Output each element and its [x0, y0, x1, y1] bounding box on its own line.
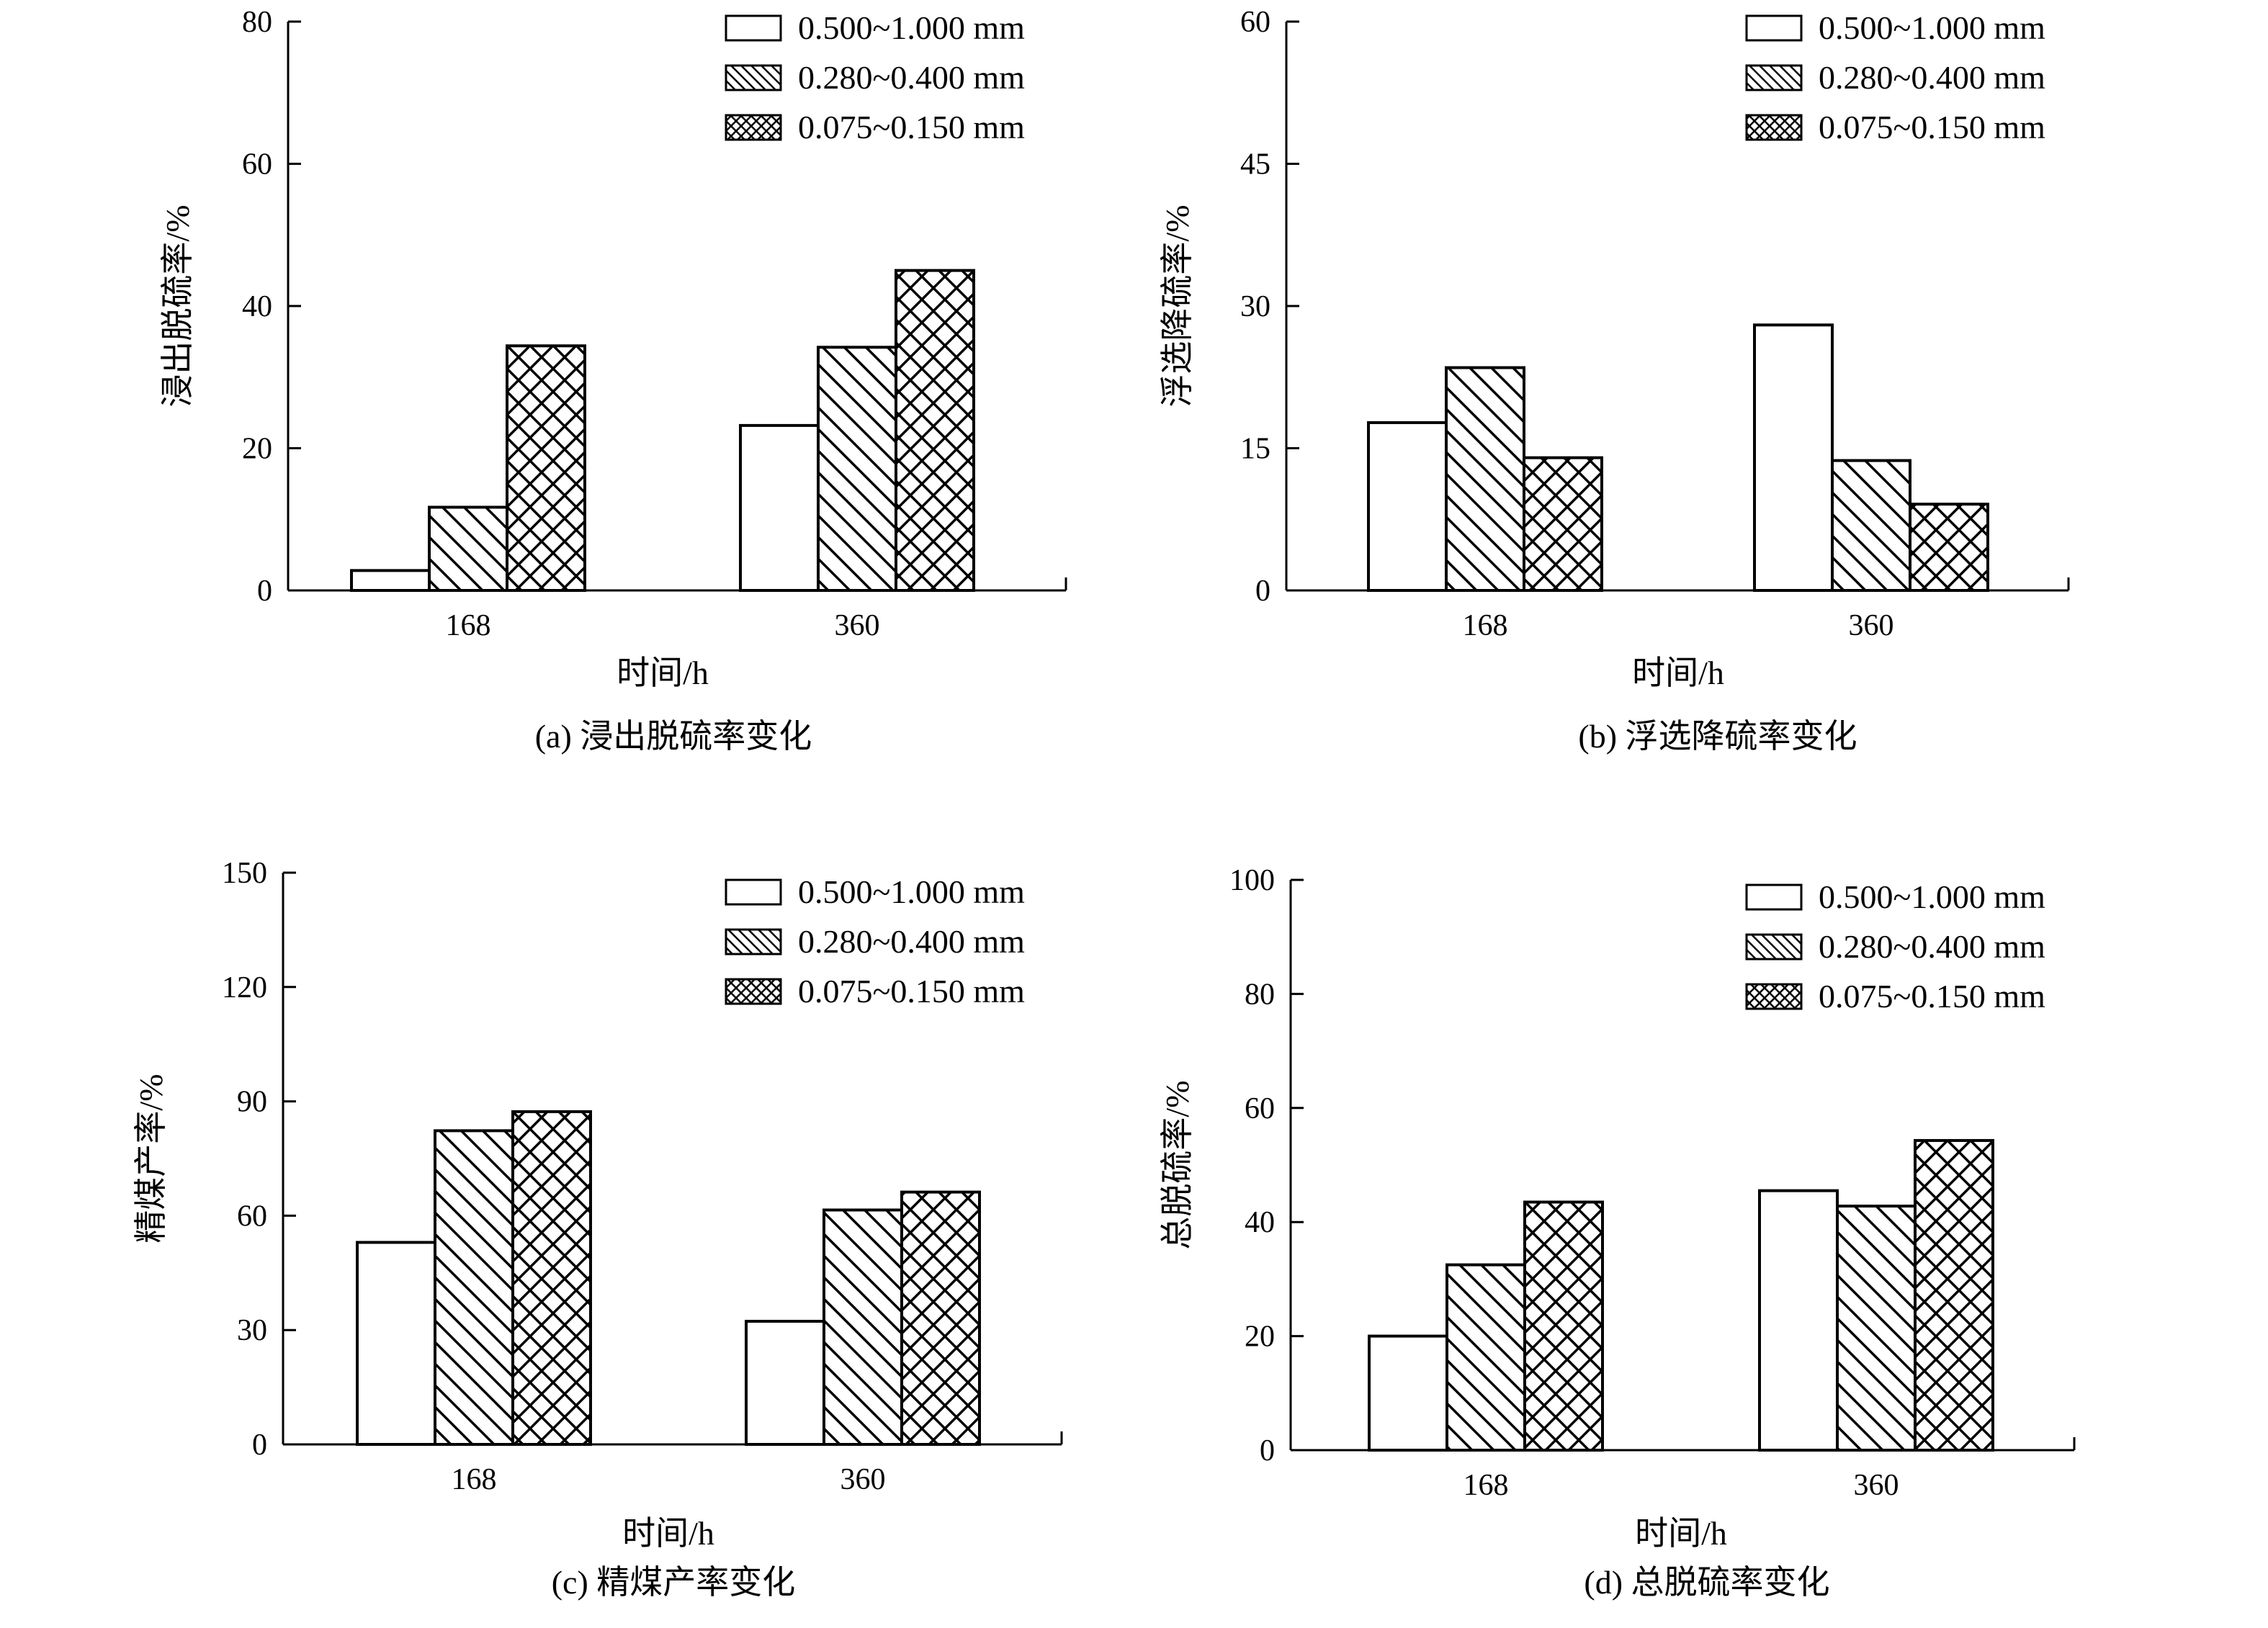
legend: 0.500~1.000 mm 0.280~0.400 mm 0.075~0.150 … — [725, 873, 1025, 1009]
y-tick-label: 30 — [1240, 290, 1270, 323]
caption-d: (d) 总脱硫率变化 — [1584, 1564, 1829, 1601]
y-tick-label: 120 — [222, 971, 267, 1004]
legend-label-2: 0.280~0.400 mm — [1819, 928, 2045, 965]
bar-a-360-series2 — [817, 346, 897, 592]
legend-swatch-2 — [1745, 933, 1803, 961]
y-tick-label: 100 — [1229, 864, 1275, 897]
x-tick-label: 168 — [446, 609, 491, 642]
x-tick-label: 360 — [841, 1463, 886, 1496]
legend-swatch-1 — [1745, 14, 1803, 42]
legend-swatch-3 — [725, 114, 782, 141]
x-tick-label: 360 — [1849, 609, 1894, 642]
y-tick-label: 45 — [1240, 148, 1270, 181]
chart-panel-a: 0 20 40 60 80 168 360 时间/h 浸出脱硫率/% 0.500~1.000 mm… — [159, 6, 1067, 755]
legend-label-2: 0.280~0.400 mm — [798, 59, 1025, 96]
legend-swatch-2 — [725, 64, 782, 91]
y-tick-label: 80 — [1245, 978, 1275, 1011]
y-axis-title: 总脱硫率/% — [1159, 1080, 1196, 1249]
y-tick-label: 15 — [1240, 433, 1270, 466]
legend-label-3: 0.075~0.150 mm — [798, 973, 1025, 1009]
bar-c-360-series2 — [823, 1208, 903, 1446]
legend-label-1: 0.500~1.000 mm — [1819, 878, 2045, 915]
x-axis-title: 时间/h — [622, 1515, 714, 1552]
y-tick-label: 40 — [242, 290, 272, 323]
y-tick-label: 40 — [1245, 1206, 1275, 1239]
bar-d-168-series2 — [1445, 1263, 1526, 1452]
chart-panel-d: 0 20 40 60 80 100 168 360 时间/h 总脱硫率/% 0.500~1.000 … — [1159, 864, 2076, 1601]
legend-swatch-3 — [1745, 114, 1803, 141]
legend-label-1: 0.500~1.000 mm — [798, 9, 1025, 46]
x-tick-label: 168 — [452, 1463, 497, 1496]
x-axis-title: 时间/h — [1632, 655, 1724, 691]
chart-panel-c: 0 30 60 90 120 150 168 360 时间/h 精煤产率/% 0.500~1.000… — [133, 857, 1063, 1601]
legend-label-2: 0.280~0.400 mm — [798, 923, 1025, 960]
bar-d-360-series1 — [1758, 1189, 1839, 1452]
legend-label-3: 0.075~0.150 mm — [1819, 109, 2045, 145]
bar-b-168-series3 — [1523, 456, 1603, 593]
legend-swatch-3 — [725, 978, 782, 1005]
legend: 0.500~1.000 mm 0.280~0.400 mm 0.075~0.150 … — [1745, 878, 2045, 1015]
legend-swatch-1 — [1745, 883, 1803, 911]
bar-a-168-series1 — [350, 569, 431, 592]
x-tick-label: 360 — [1854, 1469, 1899, 1502]
y-axis-title: 浮选降硫率/% — [1159, 204, 1196, 407]
bar-d-168-series1 — [1368, 1334, 1448, 1452]
y-tick-label: 60 — [1240, 6, 1270, 39]
y-tick-label: 90 — [237, 1086, 267, 1119]
y-tick-label: 0 — [1255, 575, 1270, 608]
bar-c-168-series3 — [511, 1110, 592, 1446]
chart-panel-b: 0 15 30 45 60 168 360 时间/h 浮选降硫率/% 0.500~1.000 mm… — [1159, 6, 2070, 755]
bar-d-168-series3 — [1523, 1200, 1604, 1452]
legend-label-1: 0.500~1.000 mm — [798, 873, 1025, 910]
bar-b-360-series1 — [1753, 323, 1834, 592]
legend-swatch-1 — [725, 14, 782, 42]
bar-a-168-series2 — [428, 505, 508, 593]
y-tick-label: 0 — [257, 575, 272, 608]
legend: 0.500~1.000 mm 0.280~0.400 mm 0.075~0.150 … — [725, 9, 1025, 145]
bar-a-360-series1 — [739, 423, 820, 593]
x-tick-label: 360 — [835, 609, 880, 642]
x-tick-label: 168 — [1464, 1469, 1509, 1502]
bar-d-360-series2 — [1836, 1205, 1917, 1452]
legend-swatch-2 — [1745, 64, 1803, 91]
bar-b-360-series3 — [1909, 503, 1989, 593]
legend-swatch-2 — [725, 928, 782, 955]
y-tick-label: 0 — [1260, 1434, 1275, 1467]
legend-label-1: 0.500~1.000 mm — [1819, 9, 2045, 46]
y-tick-label: 20 — [1245, 1321, 1275, 1354]
legend-swatch-1 — [725, 878, 782, 906]
x-tick-label: 168 — [1463, 609, 1508, 642]
y-tick-label: 60 — [237, 1200, 267, 1233]
y-tick-label: 80 — [242, 6, 272, 39]
bar-a-168-series3 — [506, 344, 586, 592]
y-tick-label: 30 — [237, 1314, 267, 1347]
y-tick-label: 60 — [242, 148, 272, 181]
bar-b-168-series1 — [1367, 421, 1448, 593]
y-tick-label: 60 — [1245, 1092, 1275, 1125]
legend-swatch-3 — [1745, 983, 1803, 1010]
caption-c: (c) 精煤产率变化 — [552, 1564, 796, 1601]
caption-b: (b) 浮选降硫率变化 — [1578, 718, 1857, 755]
bar-b-168-series2 — [1445, 366, 1525, 592]
y-axis-title: 浸出脱硫率/% — [159, 204, 196, 407]
bar-b-360-series2 — [1831, 459, 1911, 592]
legend-label-3: 0.075~0.150 mm — [798, 109, 1025, 145]
x-axis-title: 时间/h — [617, 655, 709, 691]
legend: 0.500~1.000 mm 0.280~0.400 mm 0.075~0.150 … — [1745, 9, 2045, 145]
legend-label-3: 0.075~0.150 mm — [1819, 978, 2045, 1015]
bar-c-168-series1 — [356, 1241, 436, 1447]
bar-c-360-series3 — [900, 1190, 981, 1446]
bar-a-360-series3 — [895, 269, 975, 592]
bar-c-360-series1 — [745, 1320, 825, 1447]
y-tick-label: 0 — [252, 1429, 267, 1462]
legend-label-2: 0.280~0.400 mm — [1819, 59, 2045, 96]
bar-d-360-series3 — [1914, 1138, 1994, 1452]
y-axis-title: 精煤产率/% — [133, 1074, 169, 1243]
x-axis-title: 时间/h — [1635, 1515, 1727, 1552]
y-tick-label: 20 — [242, 433, 272, 466]
y-tick-label: 150 — [222, 857, 267, 890]
bar-c-168-series2 — [434, 1129, 514, 1446]
caption-a: (a) 浸出脱硫率变化 — [535, 718, 812, 755]
